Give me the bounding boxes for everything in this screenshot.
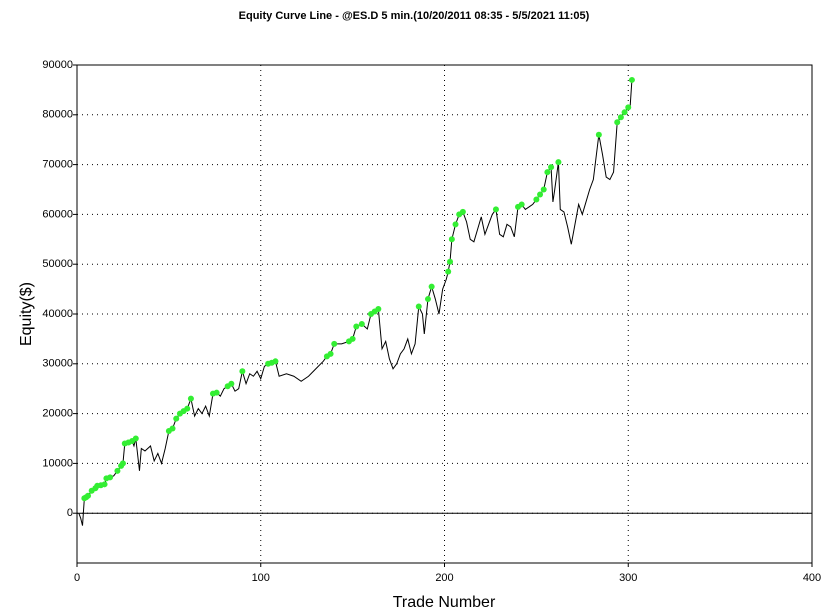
y-tick-label: 70000 <box>42 159 73 171</box>
new-high-marker <box>544 169 551 176</box>
new-high-marker <box>132 435 139 442</box>
y-tick-label: 30000 <box>42 358 73 370</box>
y-tick-label: 80000 <box>42 109 73 121</box>
new-high-marker <box>555 159 562 166</box>
new-high-marker <box>445 268 452 275</box>
new-high-marker <box>459 208 466 215</box>
x-tick-label: 100 <box>252 572 270 584</box>
x-axis-label: Trade Number <box>393 594 496 611</box>
new-high-marker <box>492 206 499 213</box>
x-tick-label: 300 <box>619 572 637 584</box>
new-high-marker <box>272 358 279 365</box>
new-high-marker <box>614 119 621 126</box>
new-high-marker <box>213 389 220 396</box>
new-high-marker <box>415 303 422 310</box>
new-high-marker <box>448 236 455 243</box>
y-tick-label: 10000 <box>42 457 73 469</box>
new-high-marker <box>358 320 365 327</box>
new-high-marker <box>375 306 382 313</box>
y-tick-label: 50000 <box>42 258 73 270</box>
new-high-marker <box>452 221 459 228</box>
new-high-marker <box>187 395 194 402</box>
new-high-marker <box>327 350 334 357</box>
new-high-marker <box>625 104 632 111</box>
y-tick-label: 90000 <box>42 59 73 71</box>
new-high-marker <box>239 368 246 375</box>
new-high-marker <box>119 460 126 467</box>
new-high-marker <box>85 492 92 499</box>
new-high-marker <box>548 164 555 171</box>
x-tick-label: 0 <box>74 572 80 584</box>
new-high-marker <box>228 380 235 387</box>
y-tick-label: 0 <box>67 507 73 519</box>
new-high-marker <box>173 415 180 422</box>
new-high-marker <box>518 201 525 208</box>
new-high-marker <box>540 186 547 193</box>
y-tick-label: 60000 <box>42 208 73 220</box>
new-high-marker <box>114 467 121 474</box>
new-high-marker <box>101 481 108 488</box>
new-high-marker <box>628 76 635 83</box>
y-tick-label: 20000 <box>42 408 73 420</box>
new-high-marker <box>353 323 360 330</box>
new-high-marker <box>621 109 628 116</box>
new-high-marker <box>617 114 624 121</box>
chart-title: Equity Curve Line - @ES.D 5 min.(10/20/2… <box>239 10 590 22</box>
new-high-marker <box>349 335 356 342</box>
new-high-marker <box>533 196 540 203</box>
new-high-marker <box>184 405 191 412</box>
new-high-marker <box>169 425 176 432</box>
new-high-marker <box>447 258 454 265</box>
new-high-marker <box>595 131 602 138</box>
x-tick-label: 200 <box>435 572 453 584</box>
y-tick-label: 40000 <box>42 308 73 320</box>
new-high-marker <box>537 191 544 198</box>
new-high-marker <box>424 296 431 303</box>
equity-line <box>78 79 633 526</box>
new-high-marker <box>331 340 338 347</box>
new-high-marker <box>107 474 114 481</box>
x-tick-label: 400 <box>803 572 821 584</box>
y-axis-label: Equity($) <box>18 282 35 346</box>
new-high-marker <box>428 283 435 290</box>
